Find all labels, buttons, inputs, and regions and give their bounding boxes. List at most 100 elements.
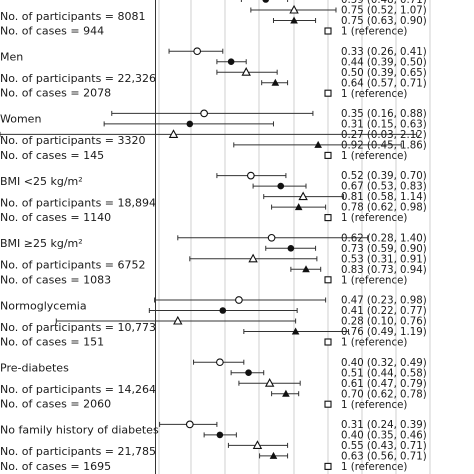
estimate-label: 0.78 (0.62, 0.98) [341, 203, 427, 214]
point-reference-square [324, 89, 332, 97]
estimate-row: 0.64 (0.57, 0.71) [261, 78, 427, 89]
estimate-row: 1 (reference) [324, 151, 407, 162]
point-open-triangle [248, 253, 258, 263]
estimate-row: 0.27 (0.03, 2.12) [0, 129, 427, 141]
group-cases: No. of cases = 1140 [0, 211, 111, 224]
estimate-label: 1 (reference) [341, 27, 407, 38]
estimate-label: 0.52 (0.39, 0.70) [341, 171, 427, 182]
point-open-triangle [289, 4, 299, 14]
point-filled-circle [277, 182, 285, 190]
point-filled-triangle [290, 16, 298, 24]
point-open-circle [267, 233, 276, 242]
estimate-row: 0.63 (0.56, 0.71) [259, 451, 427, 463]
estimate-label: 0.59 (0.48, 0.71) [341, 0, 427, 6]
point-open-triangle [241, 67, 251, 76]
estimate-row: 0.40 (0.35, 0.46) [203, 431, 427, 442]
point-open-circle [246, 171, 255, 180]
point-filled-circle [216, 431, 224, 439]
estimate-row: 1 (reference) [324, 89, 407, 100]
group-title: BMI ≥25 kg/m² [0, 237, 83, 250]
estimate-label: 0.64 (0.57, 0.71) [341, 78, 427, 89]
point-reference-square [324, 151, 332, 159]
point-open-circle [193, 47, 202, 56]
point-filled-triangle [314, 140, 322, 148]
point-filled-circle [287, 245, 295, 252]
group-cases: No. of cases = 1695 [0, 460, 111, 473]
group-cases: No. of cases = 1083 [0, 273, 111, 286]
estimate-row: 0.28 (0.10, 0.76) [55, 315, 427, 328]
group-participants: No. of participants = 18,894 [0, 196, 156, 209]
group-title: Normoglycemia [0, 299, 87, 312]
estimate-label: 1 (reference) [341, 400, 407, 411]
estimate-row: 1 (reference) [324, 275, 407, 286]
point-open-circle [185, 420, 194, 429]
point-filled-circle [245, 369, 252, 377]
group-cases: No. of cases = 145 [0, 149, 104, 162]
estimate-label: 0.55 (0.43, 0.71) [341, 441, 427, 452]
estimate-row: 1 (reference) [324, 338, 407, 349]
estimate-label: 0.75 (0.63, 0.90) [341, 16, 427, 27]
estimate-label: 1 (reference) [341, 462, 407, 473]
point-open-triangle [252, 440, 263, 449]
estimate-row: 0.31 (0.15, 0.63) [103, 120, 427, 131]
point-reference-square [324, 462, 332, 470]
group-title: Pre-diabetes [0, 361, 69, 374]
estimate-label: 0.35 (0.16, 0.88) [341, 109, 427, 120]
point-filled-triangle [269, 451, 278, 459]
estimate-row: 0.61 (0.47, 0.79) [238, 378, 427, 390]
group-block: Normoglycemia No. of participants = 10,77… [0, 296, 427, 349]
group-block: Women No. of participants = 3320 No. of ca… [0, 109, 427, 162]
point-filled-circle [186, 120, 194, 128]
group-block: BMI ≥25 kg/m² No. of participants = 6752N… [0, 233, 427, 286]
estimate-label: 0.63 (0.56, 0.71) [341, 452, 427, 463]
estimate-row: 0.75 (0.63, 0.90) [272, 16, 427, 27]
estimate-label: 0.31 (0.24, 0.39) [341, 420, 427, 431]
estimate-row: 0.67 (0.53, 0.83) [252, 182, 427, 193]
point-filled-triangle [294, 203, 303, 211]
group-title: BMI <25 kg/m² [0, 175, 83, 188]
estimate-row: 0.75 (0.52, 1.07) [250, 4, 427, 17]
point-open-triangle [168, 129, 179, 138]
point-filled-circle [219, 307, 227, 314]
estimate-row: 0.81 (0.58, 1.14) [263, 191, 427, 203]
group-participants: No. of participants = 14,264 [0, 383, 156, 396]
estimate-label: 0.70 (0.62, 0.78) [341, 389, 427, 400]
estimate-row: 0.62 (0.28, 1.40) [177, 233, 427, 244]
estimate-row: 0.44 (0.39, 0.50) [216, 57, 427, 68]
estimate-row: 0.70 (0.62, 0.78) [271, 389, 427, 400]
estimate-row: 0.47 (0.23, 0.98) [154, 296, 427, 307]
estimate-label: 1 (reference) [341, 89, 407, 100]
estimate-row: 0.55 (0.43, 0.71) [227, 440, 427, 452]
point-filled-triangle [282, 389, 290, 397]
estimate-row: 0.50 (0.39, 0.65) [216, 67, 427, 79]
group-participants: No. of participants = 22,326 [0, 72, 156, 85]
estimate-row: 0.40 (0.32, 0.49) [193, 358, 427, 369]
estimate-row: 1 (reference) [324, 400, 407, 411]
estimate-label: 0.53 (0.31, 0.91) [341, 254, 427, 265]
point-reference-square [324, 27, 332, 35]
estimate-label: 0.33 (0.26, 0.41) [341, 47, 427, 58]
estimate-row: 0.53 (0.31, 0.91) [189, 253, 427, 265]
estimate-label: 1 (reference) [341, 338, 407, 349]
group-title: No family history of diabetes [0, 424, 159, 437]
estimate-label: 0.40 (0.35, 0.46) [341, 431, 427, 442]
estimate-row: 0.92 (0.45, 1.86) [233, 140, 427, 152]
estimate-label: 0.76 (0.49, 1.19) [341, 327, 427, 338]
point-filled-triangle [291, 327, 300, 335]
estimate-label: 0.50 (0.39, 0.65) [341, 68, 427, 79]
group-cases: No. of cases = 151 [0, 336, 104, 349]
estimate-label: 0.41 (0.22, 0.77) [341, 306, 427, 317]
group-block: BMI <25 kg/m² No. of participants = 18,89… [0, 171, 427, 224]
estimate-row: 0.59 (0.48, 0.71) [240, 0, 427, 6]
group-participants: No. of participants = 21,785 [0, 445, 156, 458]
estimate-label: 0.92 (0.45, 1.86) [341, 141, 427, 152]
group-block: No. of participants = 8081 No. of cases =… [0, 0, 427, 38]
estimate-label: 0.81 (0.58, 1.14) [341, 192, 427, 203]
point-open-circle [235, 296, 243, 304]
estimate-row: 0.83 (0.73, 0.94) [290, 265, 427, 276]
group-block: Pre-diabetes No. of participants = 14,264… [0, 358, 427, 411]
estimate-label: 1 (reference) [341, 213, 407, 224]
group-title: Men [0, 50, 23, 63]
group-cases: No. of cases = 2060 [0, 398, 111, 411]
